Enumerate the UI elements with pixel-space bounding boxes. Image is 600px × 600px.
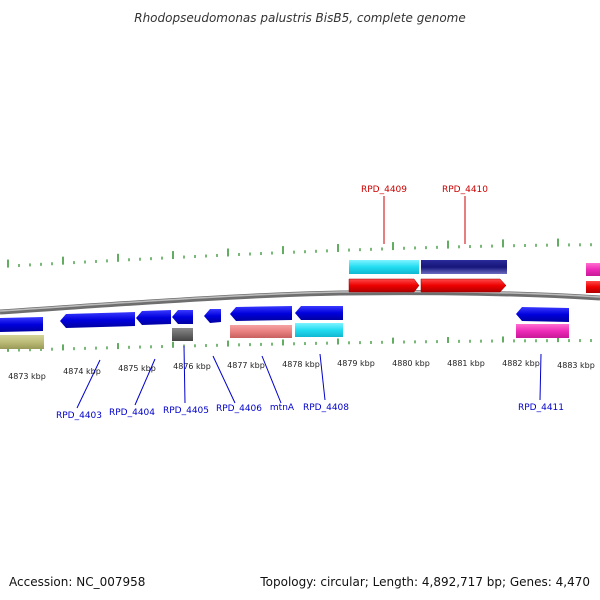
scale-label: 4878 kbp xyxy=(282,360,320,369)
outer-tick-marks xyxy=(7,238,592,268)
gene-rpd-4408-arrow[interactable] xyxy=(295,306,343,320)
gene-left-edge-arrow[interactable] xyxy=(0,317,43,332)
topology-text: Topology: circular; Length: 4,892,717 bp… xyxy=(260,575,590,589)
feature-rpd-4411-magenta[interactable] xyxy=(516,324,569,338)
feature-rpd-4408-cyan[interactable] xyxy=(295,323,343,337)
gene-label-rpd-4403[interactable]: RPD_4403 xyxy=(56,411,102,421)
gene-rpd-4403-arrow[interactable] xyxy=(60,312,135,328)
scale-label: 4873 kbp xyxy=(8,372,46,381)
gene-label-rpd-4408[interactable]: RPD_4408 xyxy=(303,403,349,413)
feature-mtna-salmon[interactable] xyxy=(230,325,292,338)
scale-label: 4875 kbp xyxy=(118,364,156,373)
map-title: Rhodopseudomonas palustris BisB5, comple… xyxy=(134,11,466,25)
gene-small-arrow[interactable] xyxy=(204,309,221,323)
gene-label-rpd-4405[interactable]: RPD_4405 xyxy=(163,406,209,416)
feature-left-edge-olive[interactable] xyxy=(0,335,44,349)
scale-label: 4882 kbp xyxy=(502,359,540,368)
scale-label: 4876 kbp xyxy=(173,362,211,371)
gene-label-rpd-4409[interactable]: RPD_4409 xyxy=(361,185,407,195)
gene-rpd-4404-arrow[interactable] xyxy=(136,310,171,325)
scale-label: 4881 kbp xyxy=(447,359,485,368)
gene-label-rpd-4410[interactable]: RPD_4410 xyxy=(442,185,488,195)
feature-rpd-4409-cyan[interactable] xyxy=(349,260,419,274)
gene-rpd-4410-arrow[interactable] xyxy=(420,278,507,293)
gene-label-rpd-4411[interactable]: RPD_4411 xyxy=(518,403,564,413)
gene-label-mtna[interactable]: mtnA xyxy=(270,403,295,413)
gene-rpd-4411-arrow[interactable] xyxy=(516,307,569,322)
leader-rpd-4411 xyxy=(539,353,542,401)
accession-text: Accession: NC_007958 xyxy=(9,575,146,589)
leader-mtna xyxy=(261,355,282,404)
scale-label: 4883 kbp xyxy=(557,361,595,370)
scale-label: 4877 kbp xyxy=(227,361,265,370)
leader-rpd-4403 xyxy=(76,359,101,409)
feature-rpd-4405-gray[interactable] xyxy=(172,328,193,341)
genome-backbone-highlight xyxy=(0,290,600,312)
scale-label: 4879 kbp xyxy=(337,359,375,368)
gene-label-rpd-4406[interactable]: RPD_4406 xyxy=(216,404,262,414)
gene-right-edge-arrow[interactable] xyxy=(586,281,600,293)
leader-rpd-4408 xyxy=(319,353,326,401)
gene-rpd-4409-arrow[interactable] xyxy=(348,278,420,293)
feature-rpd-4410-navy[interactable] xyxy=(421,260,507,274)
genome-backbone xyxy=(0,290,600,315)
leader-rpd-4404 xyxy=(134,358,156,406)
leader-rpd-4405 xyxy=(183,345,186,404)
gene-label-rpd-4404[interactable]: RPD_4404 xyxy=(109,408,155,418)
gene-rpd-4406-arrow[interactable] xyxy=(230,306,292,321)
inner-tick-marks xyxy=(7,336,592,352)
feature-right-edge-magenta[interactable] xyxy=(586,263,600,276)
scale-label: 4880 kbp xyxy=(392,359,430,368)
leader-rpd-4406 xyxy=(212,355,236,404)
gene-rpd-4405-arrow[interactable] xyxy=(172,310,193,324)
scale-label: 4874 kbp xyxy=(63,367,101,376)
